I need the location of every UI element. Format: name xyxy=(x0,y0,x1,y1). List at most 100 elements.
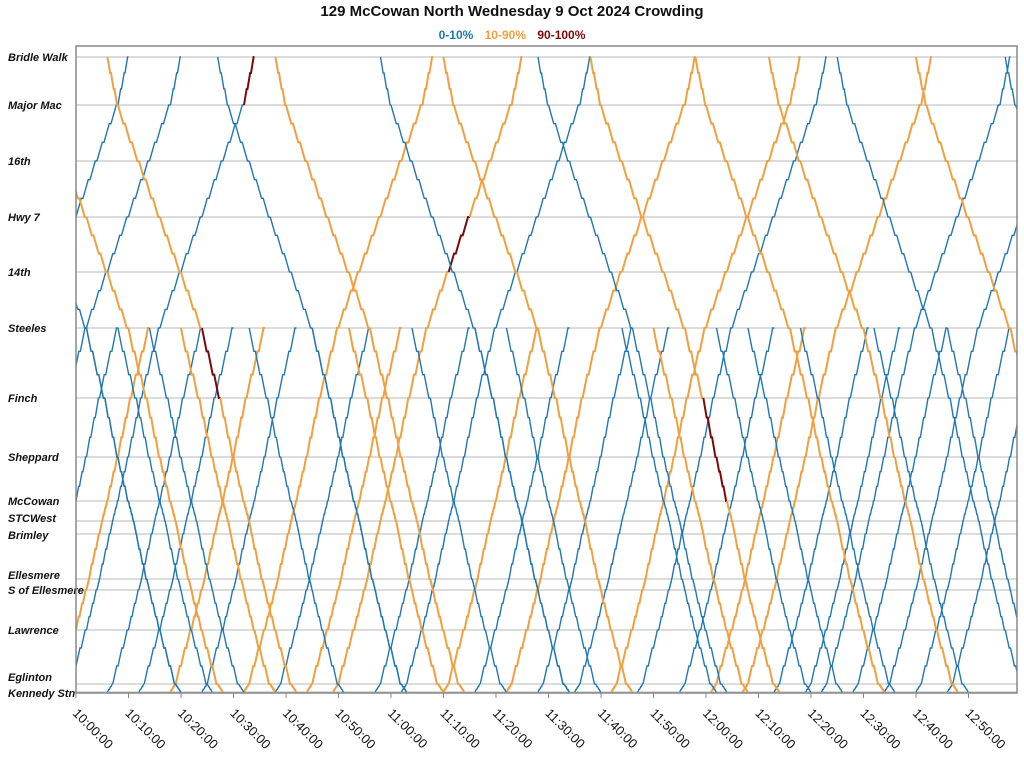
trip-segment-low xyxy=(836,56,848,106)
trip-segment-low xyxy=(112,629,129,685)
trip-segment-mid xyxy=(227,520,232,535)
trip-segment-mid xyxy=(817,327,838,399)
trip-segment-low xyxy=(854,533,867,580)
trip-segment-mid xyxy=(358,216,381,273)
trip-segment-mid xyxy=(353,500,361,522)
trip-segment-mid xyxy=(705,271,727,329)
trip-segment-low xyxy=(595,589,607,631)
trip-segment-low xyxy=(915,500,922,522)
trip-segment-mid xyxy=(187,578,193,591)
trip-segment-low xyxy=(978,271,1000,329)
trip-segment-mid xyxy=(631,589,644,631)
trip-segment-mid xyxy=(652,327,672,399)
trip-segment-mid xyxy=(621,216,643,273)
trip-segment-mid xyxy=(201,578,206,591)
trip-segment-mid xyxy=(382,327,402,399)
trip-segment-mid xyxy=(421,56,434,106)
trip-segment-low xyxy=(584,500,591,522)
trip-segment-mid xyxy=(216,500,224,522)
trip-segment-low xyxy=(55,217,76,272)
trip-segment-low xyxy=(1007,578,1011,591)
trip-segment-low xyxy=(904,456,916,502)
trip-segment-low xyxy=(873,327,893,399)
trip-segment-low xyxy=(277,327,297,399)
trip-segment-mid xyxy=(731,589,743,631)
trip-segment-low xyxy=(253,456,265,502)
trip-segment-low xyxy=(138,578,143,591)
trip-segment-mid xyxy=(663,456,675,502)
trip-segment-low xyxy=(978,520,983,535)
trip-segment-mid xyxy=(849,578,854,591)
trip-segment-low xyxy=(826,456,838,502)
y-tick-label: 14th xyxy=(8,267,31,279)
y-tick-label: Kennedy Stn xyxy=(8,688,76,700)
trip-segment-mid xyxy=(222,500,229,522)
trip-segment-mid xyxy=(277,533,289,580)
trip-segment-low xyxy=(563,683,570,693)
trip-segment-low xyxy=(868,160,890,218)
trip-segment-low xyxy=(537,683,544,693)
trip-segment-low xyxy=(521,520,526,535)
trip-segment-mid xyxy=(169,683,177,693)
trip-segment-low xyxy=(295,520,300,535)
y-tick-label: Eglinton xyxy=(8,672,52,684)
y-tick-label: 16th xyxy=(8,156,31,168)
trip-segment-mid xyxy=(757,629,775,685)
x-tick-label: 12:10:00 xyxy=(752,706,798,752)
trip-segment-low xyxy=(857,456,869,502)
trip-segment-low xyxy=(476,327,496,399)
trip-segment-mid xyxy=(390,500,397,522)
trip-segment-low xyxy=(946,578,951,591)
trip-segment-low xyxy=(190,629,208,685)
trip-segment-low xyxy=(836,578,841,591)
trip-segment-low xyxy=(68,521,71,534)
trip-segment-mid xyxy=(408,327,428,399)
trip-segment-low xyxy=(965,397,979,458)
trip-segment-low xyxy=(910,271,932,329)
trip-segment-low xyxy=(891,397,906,458)
trip-segment-low xyxy=(778,456,790,502)
trip-segment-low xyxy=(589,216,612,273)
trip-segment-mid xyxy=(290,500,298,522)
trip-segment-low xyxy=(799,327,819,399)
trip-segment-low xyxy=(742,397,756,458)
x-tick-label: 11:10:00 xyxy=(437,706,483,752)
trip-segment-mid xyxy=(190,589,203,631)
trip-segment-low xyxy=(484,629,502,685)
trip-segment-mid xyxy=(169,500,177,522)
trip-segment-mid xyxy=(967,216,990,273)
trip-segment-mid xyxy=(306,397,321,458)
trip-segment-mid xyxy=(539,533,552,580)
trip-segment-low xyxy=(537,397,552,458)
trip-segment-low xyxy=(883,397,898,458)
trip-segment-low xyxy=(76,500,77,503)
trip-segment-low xyxy=(637,397,651,458)
trip-segment-low xyxy=(883,683,890,693)
trip-segment-mid xyxy=(127,327,147,399)
trip-segment-mid xyxy=(600,589,612,631)
trip-segment-mid xyxy=(621,160,643,218)
trip-segment-mid xyxy=(489,500,497,522)
trip-segment-mid xyxy=(348,271,370,329)
trip-segment-low xyxy=(295,589,307,631)
trip-segment-mid xyxy=(510,56,523,106)
legend-low: 0-10% xyxy=(438,28,474,42)
trip-segment-low xyxy=(379,56,391,106)
x-tick-label: 12:30:00 xyxy=(857,706,903,752)
trip-segment-low xyxy=(765,533,777,580)
trip-segment-mid xyxy=(552,500,560,522)
trip-segment-low xyxy=(159,500,166,522)
trip-segment-mid xyxy=(537,327,557,399)
trip-segment-mid xyxy=(936,629,953,685)
trip-segment-mid xyxy=(274,629,292,685)
trip-segment-low xyxy=(797,533,809,580)
trip-segment-mid xyxy=(712,578,718,591)
trip-segment-mid xyxy=(384,456,397,502)
trip-segment-low xyxy=(731,271,754,329)
trip-segment-mid xyxy=(138,160,160,218)
trip-segment-low xyxy=(524,397,538,458)
trip-segment-low xyxy=(311,327,331,399)
trip-segment-low xyxy=(904,456,916,502)
trip-segment-low xyxy=(807,578,812,591)
